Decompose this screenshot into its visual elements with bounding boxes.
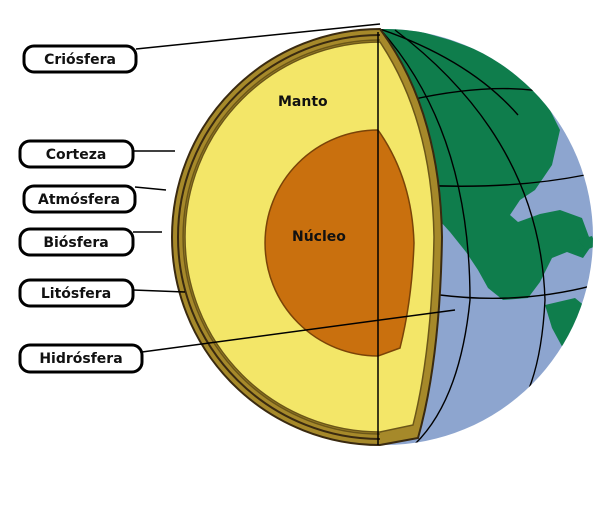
label-corteza: Corteza xyxy=(18,139,135,169)
label-criosfera-text: Criósfera xyxy=(44,52,116,68)
label-biosfera: Biósfera xyxy=(18,227,135,257)
nucleo-layer xyxy=(264,129,415,357)
label-hidrosfera-text: Hidrósfera xyxy=(39,351,122,367)
manto-label: Manto xyxy=(278,94,328,110)
leader-litosfera xyxy=(132,289,186,293)
label-atmosfera-text: Atmósfera xyxy=(38,192,120,208)
leader-atmosfera xyxy=(134,186,167,191)
nucleo-label: Núcleo xyxy=(292,229,346,245)
caribbean-island xyxy=(578,236,593,250)
atmosfera-band xyxy=(177,34,381,440)
leader-criosfera xyxy=(135,23,381,50)
north-america-landmass xyxy=(220,29,592,300)
label-litosfera-text: Litósfera xyxy=(41,286,111,302)
label-biosfera-text: Biósfera xyxy=(43,235,108,251)
biosfera-band xyxy=(182,39,381,435)
label-corteza-text: Corteza xyxy=(46,147,107,163)
leader-hidrosfera xyxy=(141,309,456,353)
label-hidrosfera: Hidrósfera xyxy=(18,343,144,374)
label-litosfera: Litósfera xyxy=(18,278,135,308)
label-criosfera: Criósfera xyxy=(22,44,138,74)
label-atmosfera: Atmósfera xyxy=(22,184,137,214)
